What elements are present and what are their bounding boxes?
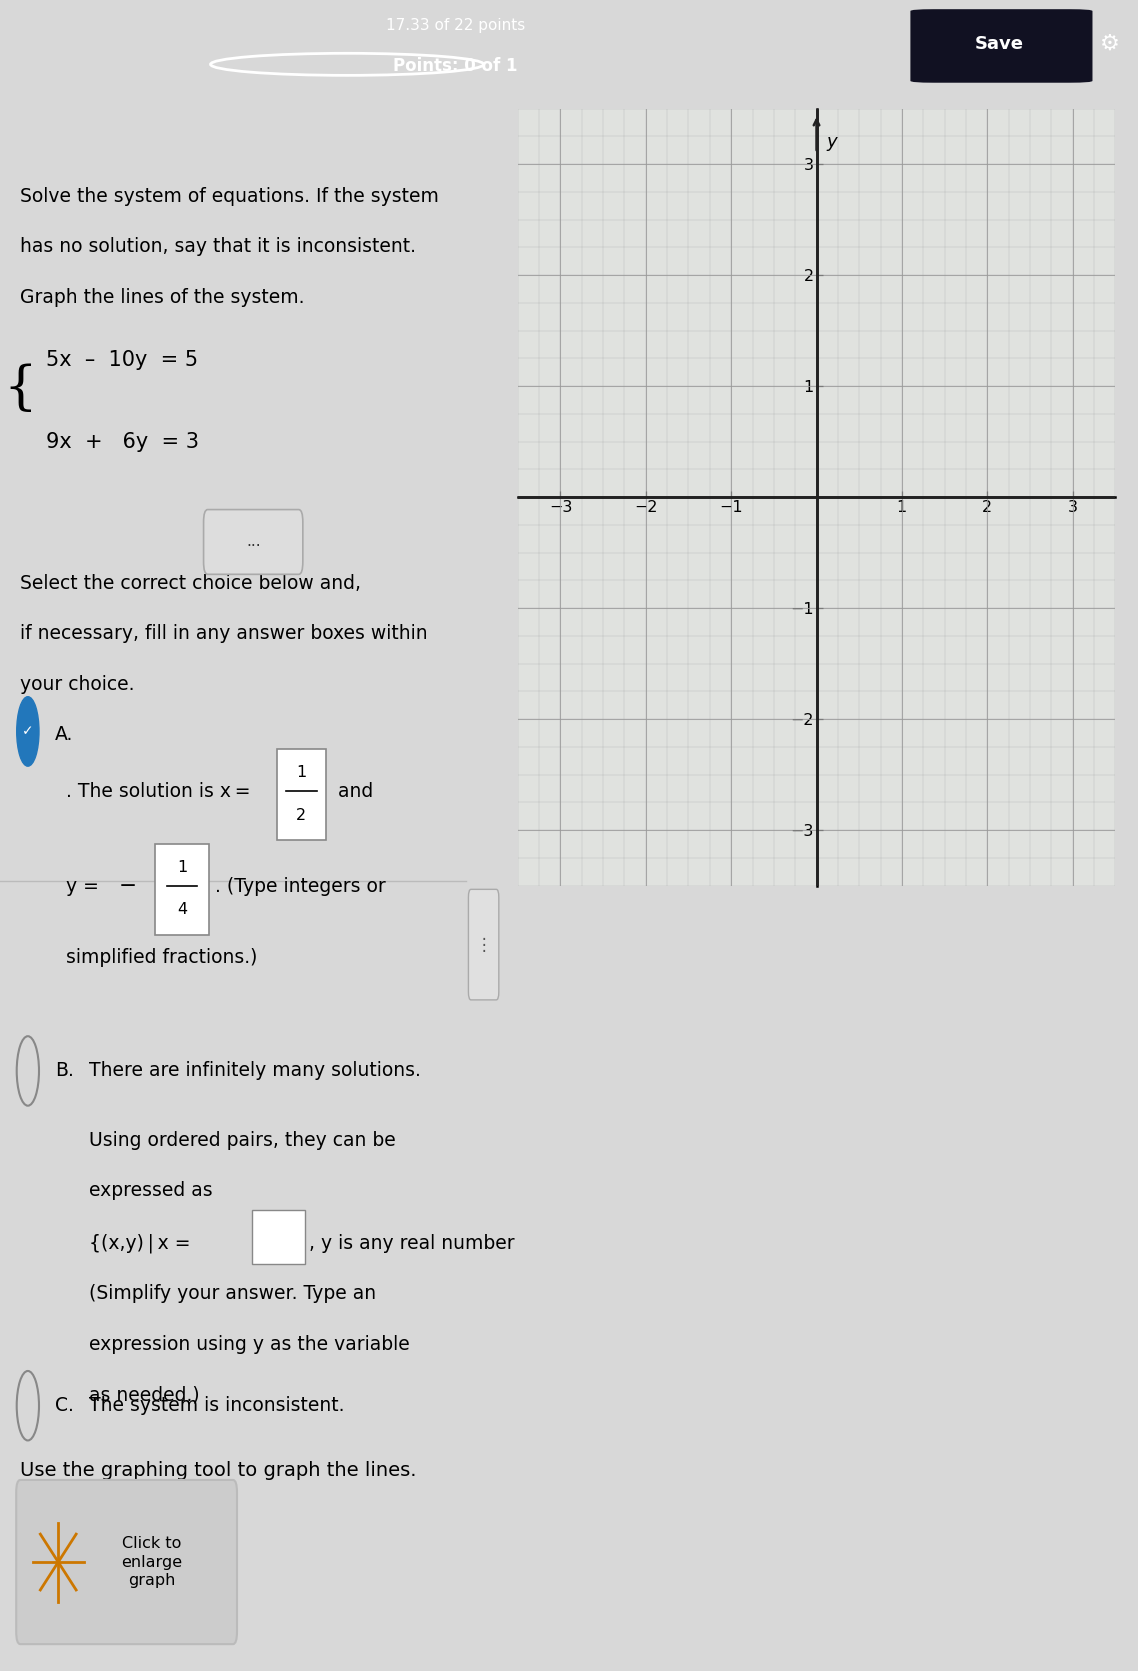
- Text: A.: A.: [55, 725, 73, 744]
- FancyBboxPatch shape: [469, 889, 498, 999]
- Text: y =: y =: [66, 877, 105, 896]
- Text: . The solution is x =: . The solution is x =: [66, 782, 250, 800]
- FancyBboxPatch shape: [16, 1481, 237, 1644]
- Text: 5x  –  10y  = 5: 5x – 10y = 5: [46, 351, 198, 371]
- Text: as needed.): as needed.): [89, 1385, 199, 1404]
- Text: {(x,y) | x =: {(x,y) | x =: [89, 1233, 190, 1253]
- Text: your choice.: your choice.: [20, 675, 134, 693]
- Text: 1: 1: [178, 861, 188, 874]
- Text: The system is inconsistent.: The system is inconsistent.: [89, 1397, 344, 1415]
- Text: ✓: ✓: [22, 725, 34, 739]
- Text: expression using y as the variable: expression using y as the variable: [89, 1335, 410, 1354]
- Text: Graph the lines of the system.: Graph the lines of the system.: [20, 287, 305, 307]
- Text: 2: 2: [296, 807, 306, 822]
- Text: {: {: [3, 363, 38, 414]
- Text: (Simplify your answer. Type an: (Simplify your answer. Type an: [89, 1283, 376, 1303]
- Text: B.: B.: [55, 1061, 74, 1081]
- Text: ⋮: ⋮: [476, 936, 492, 954]
- Text: 17.33 of 22 points: 17.33 of 22 points: [386, 18, 525, 33]
- FancyBboxPatch shape: [156, 844, 209, 936]
- Text: C.: C.: [55, 1397, 74, 1415]
- Text: Solve the system of equations. If the system: Solve the system of equations. If the sy…: [20, 187, 439, 206]
- Text: y: y: [826, 134, 838, 150]
- Text: Use the graphing tool to graph the lines.: Use the graphing tool to graph the lines…: [20, 1460, 417, 1481]
- Text: Select the correct choice below and,: Select the correct choice below and,: [20, 573, 361, 593]
- Text: 4: 4: [178, 902, 188, 917]
- Text: Using ordered pairs, they can be: Using ordered pairs, they can be: [89, 1131, 395, 1150]
- FancyBboxPatch shape: [277, 749, 325, 841]
- Text: , y is any real number: , y is any real number: [308, 1233, 514, 1253]
- Text: if necessary, fill in any answer boxes within: if necessary, fill in any answer boxes w…: [20, 623, 428, 643]
- FancyBboxPatch shape: [253, 1210, 305, 1263]
- Text: . (Type integers or: . (Type integers or: [215, 877, 386, 896]
- Text: simplified fractions.): simplified fractions.): [66, 947, 257, 968]
- Text: Save: Save: [974, 35, 1024, 53]
- Text: expressed as: expressed as: [89, 1181, 213, 1200]
- FancyBboxPatch shape: [910, 8, 1092, 84]
- Text: has no solution, say that it is inconsistent.: has no solution, say that it is inconsis…: [20, 237, 417, 256]
- Circle shape: [17, 697, 39, 767]
- Text: There are infinitely many solutions.: There are infinitely many solutions.: [89, 1061, 421, 1081]
- Text: and: and: [331, 782, 373, 800]
- Text: Click to
enlarge
graph: Click to enlarge graph: [122, 1536, 182, 1587]
- Text: Points: 0 of 1: Points: 0 of 1: [393, 57, 518, 75]
- Text: ⚙: ⚙: [1099, 33, 1120, 53]
- Text: 9x  +   6y  = 3: 9x + 6y = 3: [46, 433, 198, 453]
- Text: ...: ...: [246, 535, 261, 550]
- FancyBboxPatch shape: [204, 510, 303, 575]
- Text: 1: 1: [296, 765, 306, 780]
- Text: −: −: [119, 876, 137, 896]
